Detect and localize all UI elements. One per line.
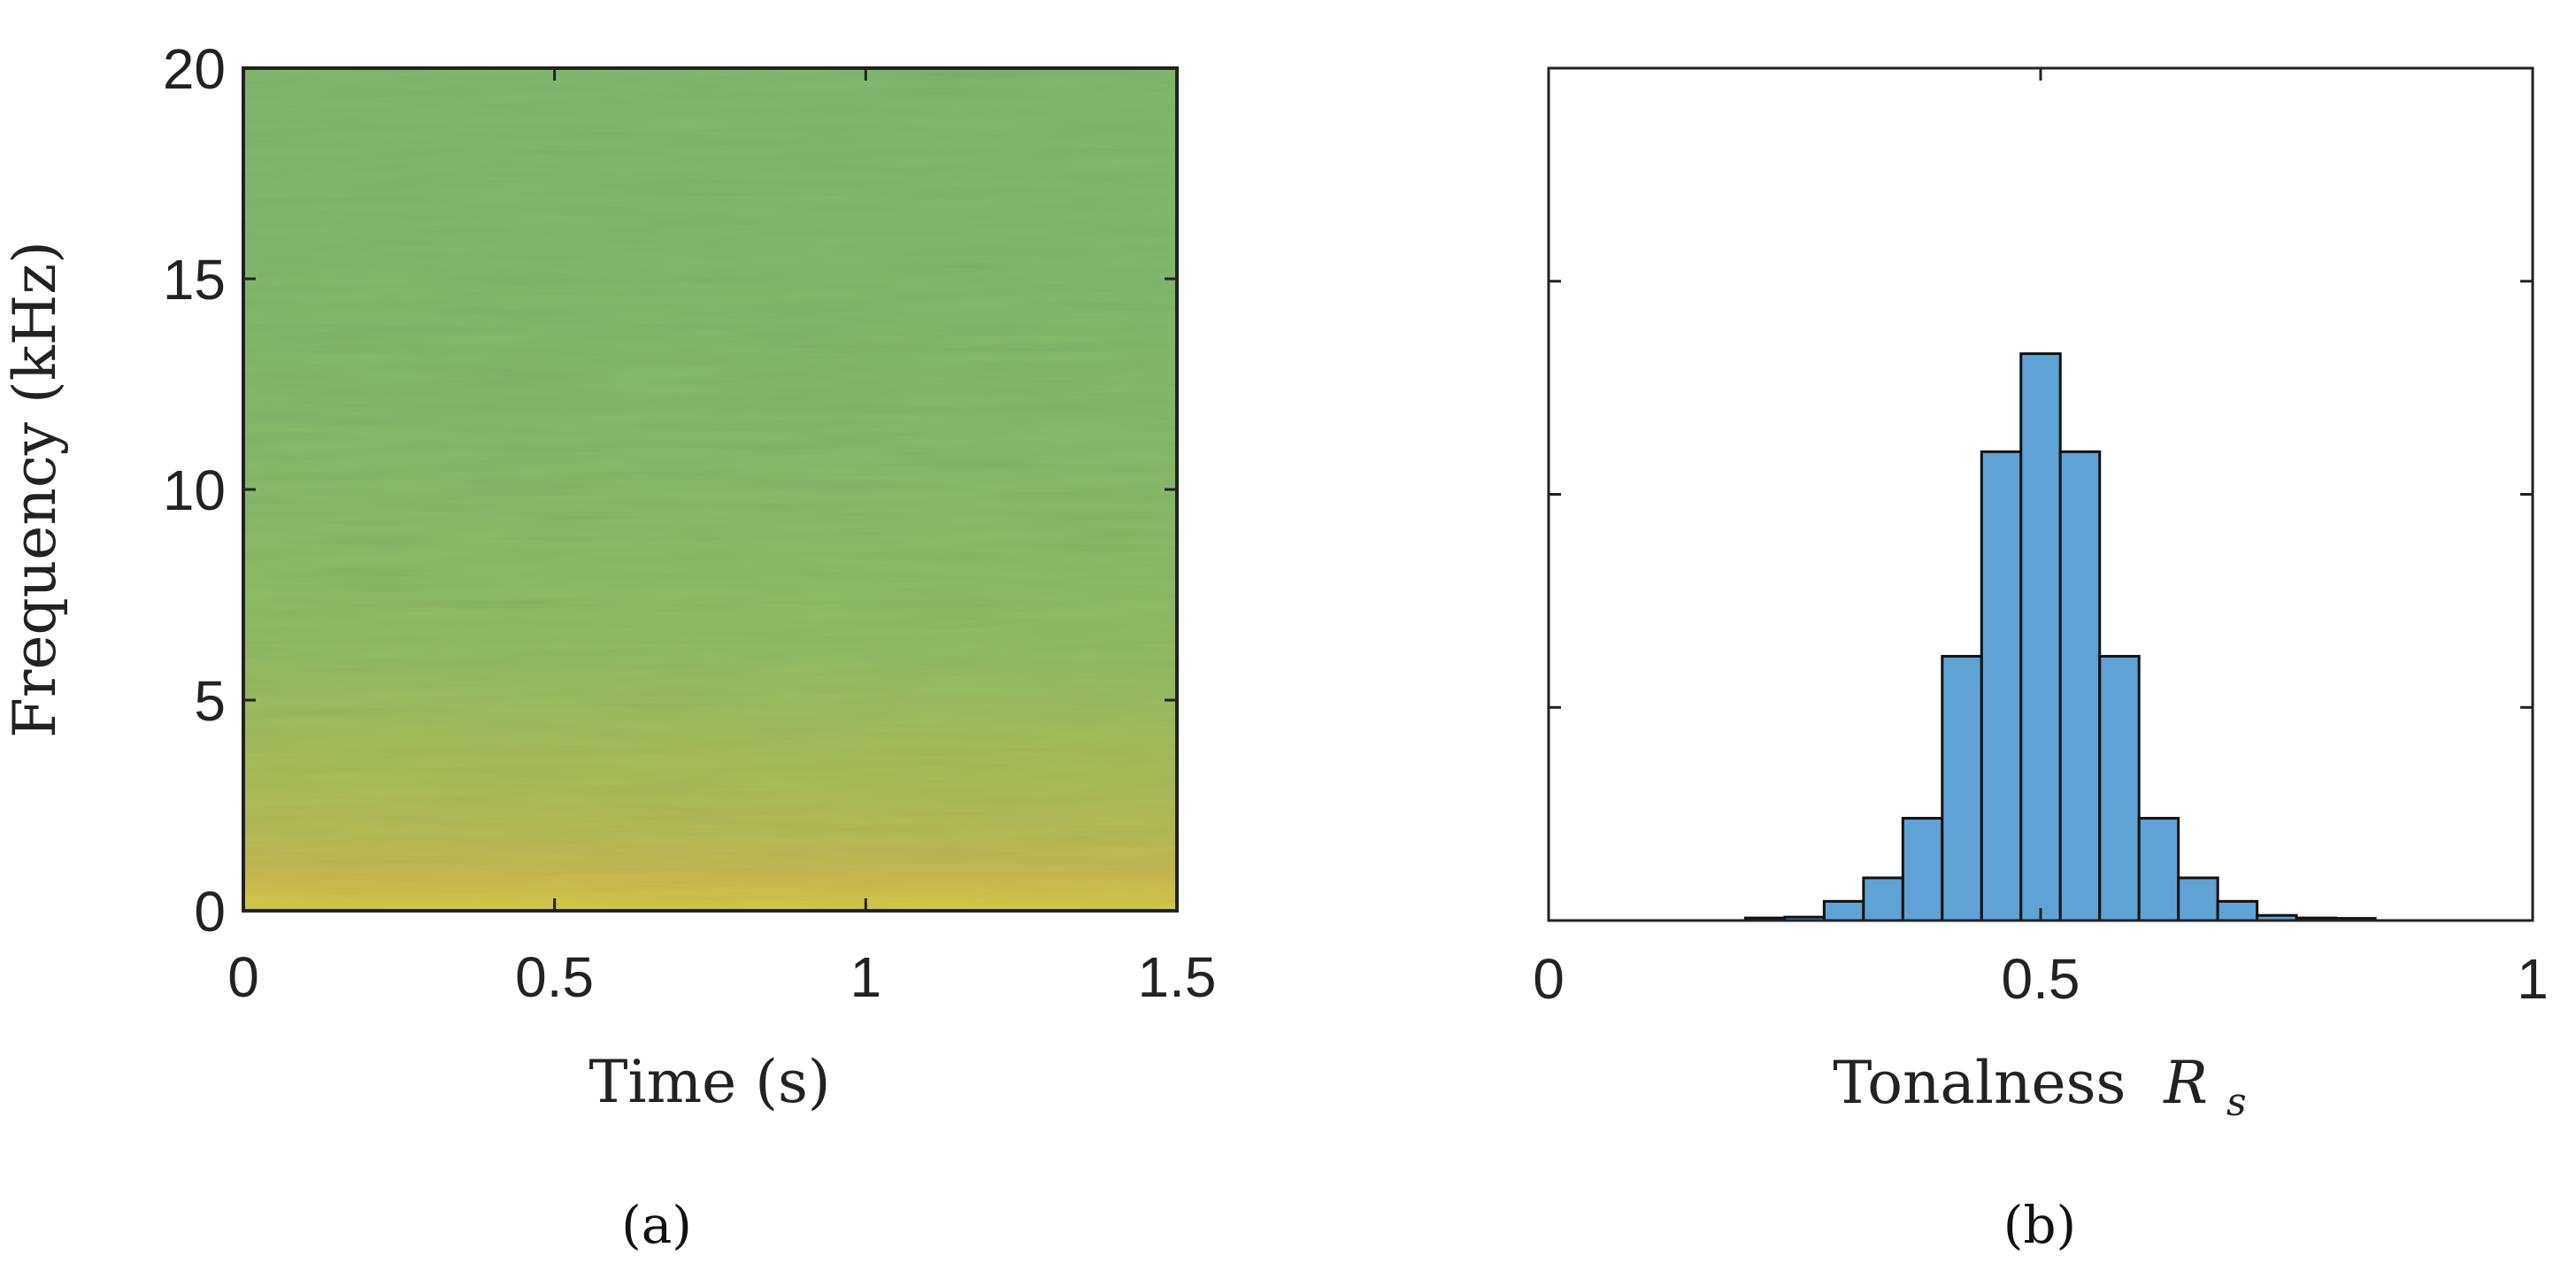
spectrogram-ytick-label: 20 — [163, 37, 226, 101]
histogram-axes: 0 0.5 1 — [1533, 66, 2549, 1011]
panel-label-a: (a) — [621, 1195, 692, 1255]
histogram-bar — [2019, 352, 2062, 922]
spectrogram-xtick-label: 1.5 — [1138, 945, 1217, 1009]
histogram-bar — [2058, 450, 2102, 922]
spectrogram-ytick-label: 10 — [163, 458, 226, 522]
histogram-bar — [2098, 654, 2141, 922]
histogram-xtick-label: 0.5 — [2002, 947, 2080, 1011]
histogram-bar — [1901, 816, 1944, 922]
histogram-bar — [2137, 816, 2180, 922]
spectrogram-xtick-label: 0 — [227, 945, 259, 1009]
histogram-xlabel-text: Tonalness — [1833, 1049, 2126, 1117]
spectrogram-ytick-label: 15 — [163, 248, 226, 312]
panel-label-b: (b) — [2003, 1195, 2076, 1255]
spectrogram-axes: 0 0.5 1 1.5 0 5 10 15 20 — [163, 37, 1217, 1009]
spectrogram-xtick-label: 0.5 — [515, 945, 594, 1009]
histogram-xtick-label: 1 — [2517, 947, 2549, 1011]
histogram-bar — [1941, 654, 1983, 922]
histogram-bar — [1822, 899, 1865, 922]
spectrogram-ytick-label: 5 — [194, 669, 226, 733]
spectrogram-xlabel: Time (s) — [588, 1048, 830, 1116]
spectrogram-panel: 0 0.5 1 1.5 0 5 10 15 20 Time (s) Frequency (kHz… — [1, 37, 1216, 1255]
spectrogram-ylabel: Frequency (kHz) — [1, 241, 69, 738]
histogram-bar — [1862, 876, 1904, 922]
histogram-bar — [2177, 876, 2219, 922]
spectrogram-xtick-label: 1 — [850, 945, 882, 1009]
histogram-bar — [1980, 450, 2023, 922]
histogram-bar — [2216, 899, 2259, 922]
histogram-xlabel: Tonalness R s — [1833, 1049, 2246, 1125]
histogram-bars — [1743, 352, 2377, 922]
histogram-panel: 0 0.5 1 Tonalness R s (b) — [1533, 66, 2549, 1255]
spectrogram-texture — [243, 68, 1177, 911]
histogram-xtick-label: 0 — [1533, 947, 1565, 1011]
histogram-xlabel-subscript: s — [2226, 1080, 2247, 1125]
spectrogram-ytick-label: 0 — [194, 880, 226, 944]
histogram-xlabel-symbol: R — [2163, 1049, 2208, 1117]
